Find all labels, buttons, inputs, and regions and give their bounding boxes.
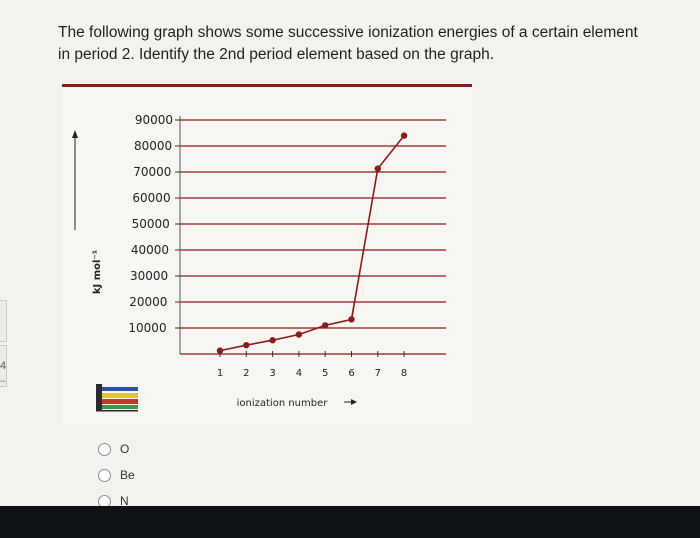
data-point-1 [216,347,224,354]
edge-marker: -- [0,376,6,387]
data-point-7 [374,165,381,172]
y-axis-label-group: kJ mol⁻¹ [72,130,103,294]
grid-lines [179,116,446,355]
radio-be[interactable] [98,468,111,482]
y-tick-label-10000: 10000 [128,321,166,335]
y-tick-label-60000: 60000 [132,191,170,205]
series-line [216,132,408,354]
option-o[interactable]: O [98,436,135,462]
color-legend-swatch [96,384,138,412]
left-edge-tab [0,300,7,342]
x-tick-label-3: 3 [269,368,275,379]
question-line-2: in period 2. Identify the 2nd period ele… [58,46,495,63]
figure-top-rule [62,84,472,87]
x-tick-label-6: 6 [348,368,354,379]
data-point-4 [295,331,303,338]
bottom-bar [0,506,700,538]
x-tick-label-5: 5 [322,368,328,379]
x-tick-label-2: 2 [243,368,249,379]
x-tick-label-7: 7 [375,368,381,379]
y-ticks: 90000 80000 70000 60000 50000 40000 30000 20000… [128,113,180,335]
answer-options: O Be N [98,436,135,514]
option-be[interactable]: Be [98,462,135,488]
question-text: The following graph shows some successiv… [58,22,658,66]
data-point-6 [348,316,355,323]
question-line-1: The following graph shows some successiv… [58,24,638,41]
left-edge-tab-2 [0,345,7,387]
option-be-label: Be [120,468,135,482]
ionization-energy-figure: 90000 80000 70000 60000 50000 40000 30000 20000… [62,84,472,424]
x-axis-label-group: ionization number [237,398,357,409]
x-axis-label: ionization number [237,398,329,409]
y-tick-label-30000: 30000 [130,269,168,283]
x-tick-label-4: 4 [296,368,302,379]
option-o-label: O [120,442,130,456]
y-tick-label-20000: 20000 [129,295,167,309]
option-n-label: N [120,494,129,508]
y-tick-label-50000: 50000 [132,217,170,231]
data-point-2 [243,341,250,349]
ionization-chart: 90000 80000 70000 60000 50000 40000 30000 20000… [72,113,446,412]
y-tick-label-80000: 80000 [134,139,172,153]
y-axis-arrow-head [72,130,78,138]
data-point-5 [322,322,329,329]
option-n[interactable]: N [98,488,135,514]
y-axis-label: kJ mol⁻¹ [92,250,103,294]
data-point-8 [400,132,408,139]
edge-page-number: 4 [0,360,7,372]
radio-o[interactable] [98,442,111,456]
y-tick-label-40000: 40000 [131,243,169,257]
y-tick-label-90000: 90000 [135,113,173,127]
y-tick-label-70000: 70000 [133,165,171,179]
x-tick-label-1: 1 [217,368,223,379]
series-polyline [219,135,405,352]
x-ticks: 1 2 3 4 5 6 7 8 [217,351,407,379]
x-tick-label-8: 8 [401,368,407,379]
x-axis-arrow-head [351,399,357,405]
data-point-3 [269,337,276,344]
